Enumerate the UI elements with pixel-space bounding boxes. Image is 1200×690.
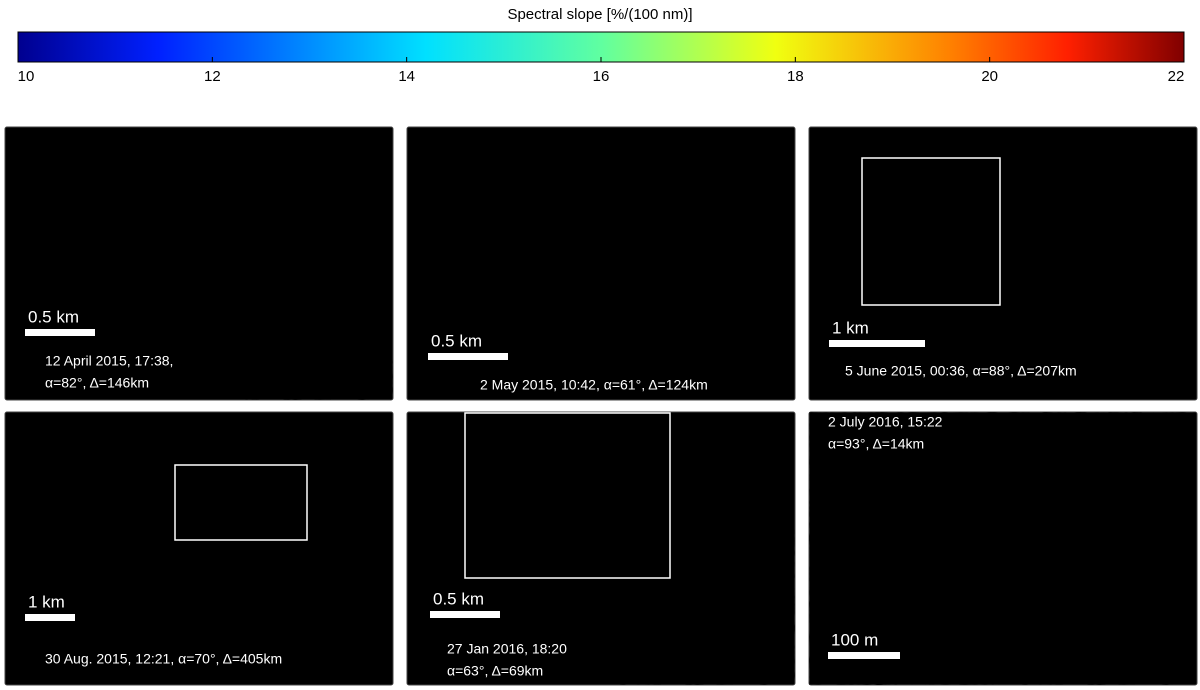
scale-bar: [829, 340, 925, 347]
inset-box: [861, 157, 1001, 306]
surface: [245, 310, 393, 400]
tick-label: 18: [787, 68, 804, 85]
surface: [809, 412, 1196, 685]
scale-bar: [25, 614, 75, 621]
panel: 100 m 2 July 2016, 15:22 α=93°, Δ=14km: [808, 411, 1198, 686]
scale-label: 0.5 km: [433, 589, 484, 608]
scale-label: 100 m: [831, 630, 878, 649]
caption: 27 Jan 2016, 18:20: [447, 641, 567, 657]
caption: 12 April 2015, 17:38,: [45, 353, 173, 369]
surface: [417, 144, 788, 335]
panel: 0.5 km 27 Jan 2016, 18:20 α=63°, Δ=69km: [406, 411, 796, 686]
caption: α=82°, Δ=146km: [45, 375, 149, 391]
scale-label: 0.5 km: [431, 331, 482, 350]
colorbar-label: Spectral slope [%/(100 nm)]: [507, 6, 692, 23]
tick-label: 10: [18, 68, 35, 85]
panel: 1 km 30 Aug. 2015, 12:21, α=70°, Δ=405km: [4, 411, 394, 686]
panel: 1 km 5 June 2015, 00:36, α=88°, Δ=207km: [808, 126, 1198, 401]
surface: [410, 419, 795, 685]
caption: α=93°, Δ=14km: [828, 436, 924, 452]
caption: 30 Aug. 2015, 12:21, α=70°, Δ=405km: [45, 651, 282, 667]
tick-label: 20: [981, 68, 998, 85]
scale-bar: [430, 611, 500, 618]
scale-label: 0.5 km: [28, 307, 79, 326]
tick-label: 12: [204, 68, 221, 85]
caption: 2 May 2015, 10:42, α=61°, Δ=124km: [480, 377, 708, 393]
surface: [12, 156, 335, 308]
surface: [65, 531, 260, 583]
surface: [819, 168, 1148, 336]
inset-box: [174, 464, 308, 541]
scale-label: 1 km: [832, 318, 869, 337]
tick-label: 16: [593, 68, 610, 85]
panel: 0.5 km 2 May 2015, 10:42, α=61°, Δ=124km: [406, 126, 796, 401]
caption: α=63°, Δ=69km: [447, 663, 543, 679]
scale-label: 1 km: [28, 592, 65, 611]
caption: 2 July 2016, 15:22: [828, 414, 943, 430]
scale-bar: [25, 329, 95, 336]
tick-label: 14: [398, 68, 415, 85]
caption: 5 June 2015, 00:36, α=88°, Δ=207km: [845, 363, 1077, 379]
tick-label: 22: [1168, 68, 1185, 85]
surface: [176, 466, 305, 534]
scale-bar: [428, 353, 508, 360]
panel: 0.5 km 12 April 2015, 17:38, α=82°, Δ=146k…: [4, 126, 394, 401]
scale-bar: [828, 652, 900, 659]
inset-box: [464, 412, 671, 579]
